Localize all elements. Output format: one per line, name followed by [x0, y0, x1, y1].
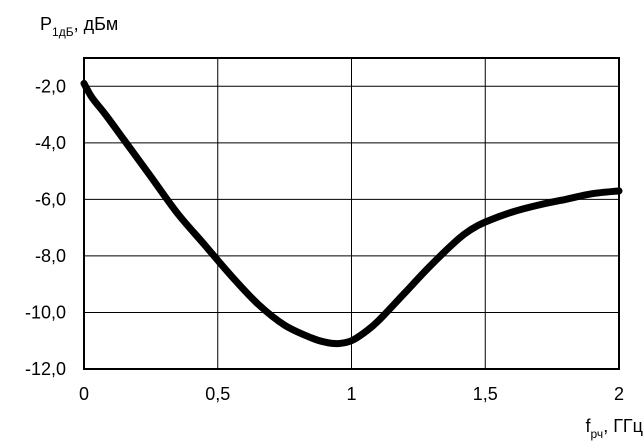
- y-axis-title-unit: , дБм: [74, 14, 119, 34]
- y-axis-title-subscript: 1дБ: [52, 25, 74, 39]
- y-axis-title: P1дБ, дБм: [40, 14, 118, 39]
- plot-frame: [83, 57, 620, 370]
- x-tick-label: 1,5: [473, 384, 498, 404]
- y-tick-label: -4,0: [35, 133, 66, 153]
- x-axis-tick-labels: 0 0,5 1 1,5 2: [79, 384, 624, 404]
- data-series-line: [80, 79, 623, 348]
- y-tick-label: -10,0: [25, 302, 66, 322]
- x-tick-label: 0: [79, 384, 89, 404]
- x-axis-title: fрч, ГГц: [586, 416, 643, 441]
- y-tick-label: -6,0: [35, 189, 66, 209]
- x-axis-title-main: f: [586, 416, 592, 436]
- data-series-layer: [80, 79, 623, 348]
- y-axis-tick-labels: -2,0 -4,0 -6,0 -8,0 -10,0 -12,0: [25, 76, 66, 379]
- y-tick-label: -8,0: [35, 246, 66, 266]
- grid: [84, 58, 619, 369]
- y-tick-label: -12,0: [25, 359, 66, 379]
- x-tick-label: 1: [346, 384, 356, 404]
- x-axis-title-unit: , ГГц: [603, 416, 643, 436]
- y-tick-label: -2,0: [35, 76, 66, 96]
- x-tick-label: 0,5: [205, 384, 230, 404]
- x-tick-label: 2: [614, 384, 624, 404]
- x-axis-title-subscript: рч: [591, 427, 604, 441]
- y-axis-title-main: P: [40, 14, 52, 34]
